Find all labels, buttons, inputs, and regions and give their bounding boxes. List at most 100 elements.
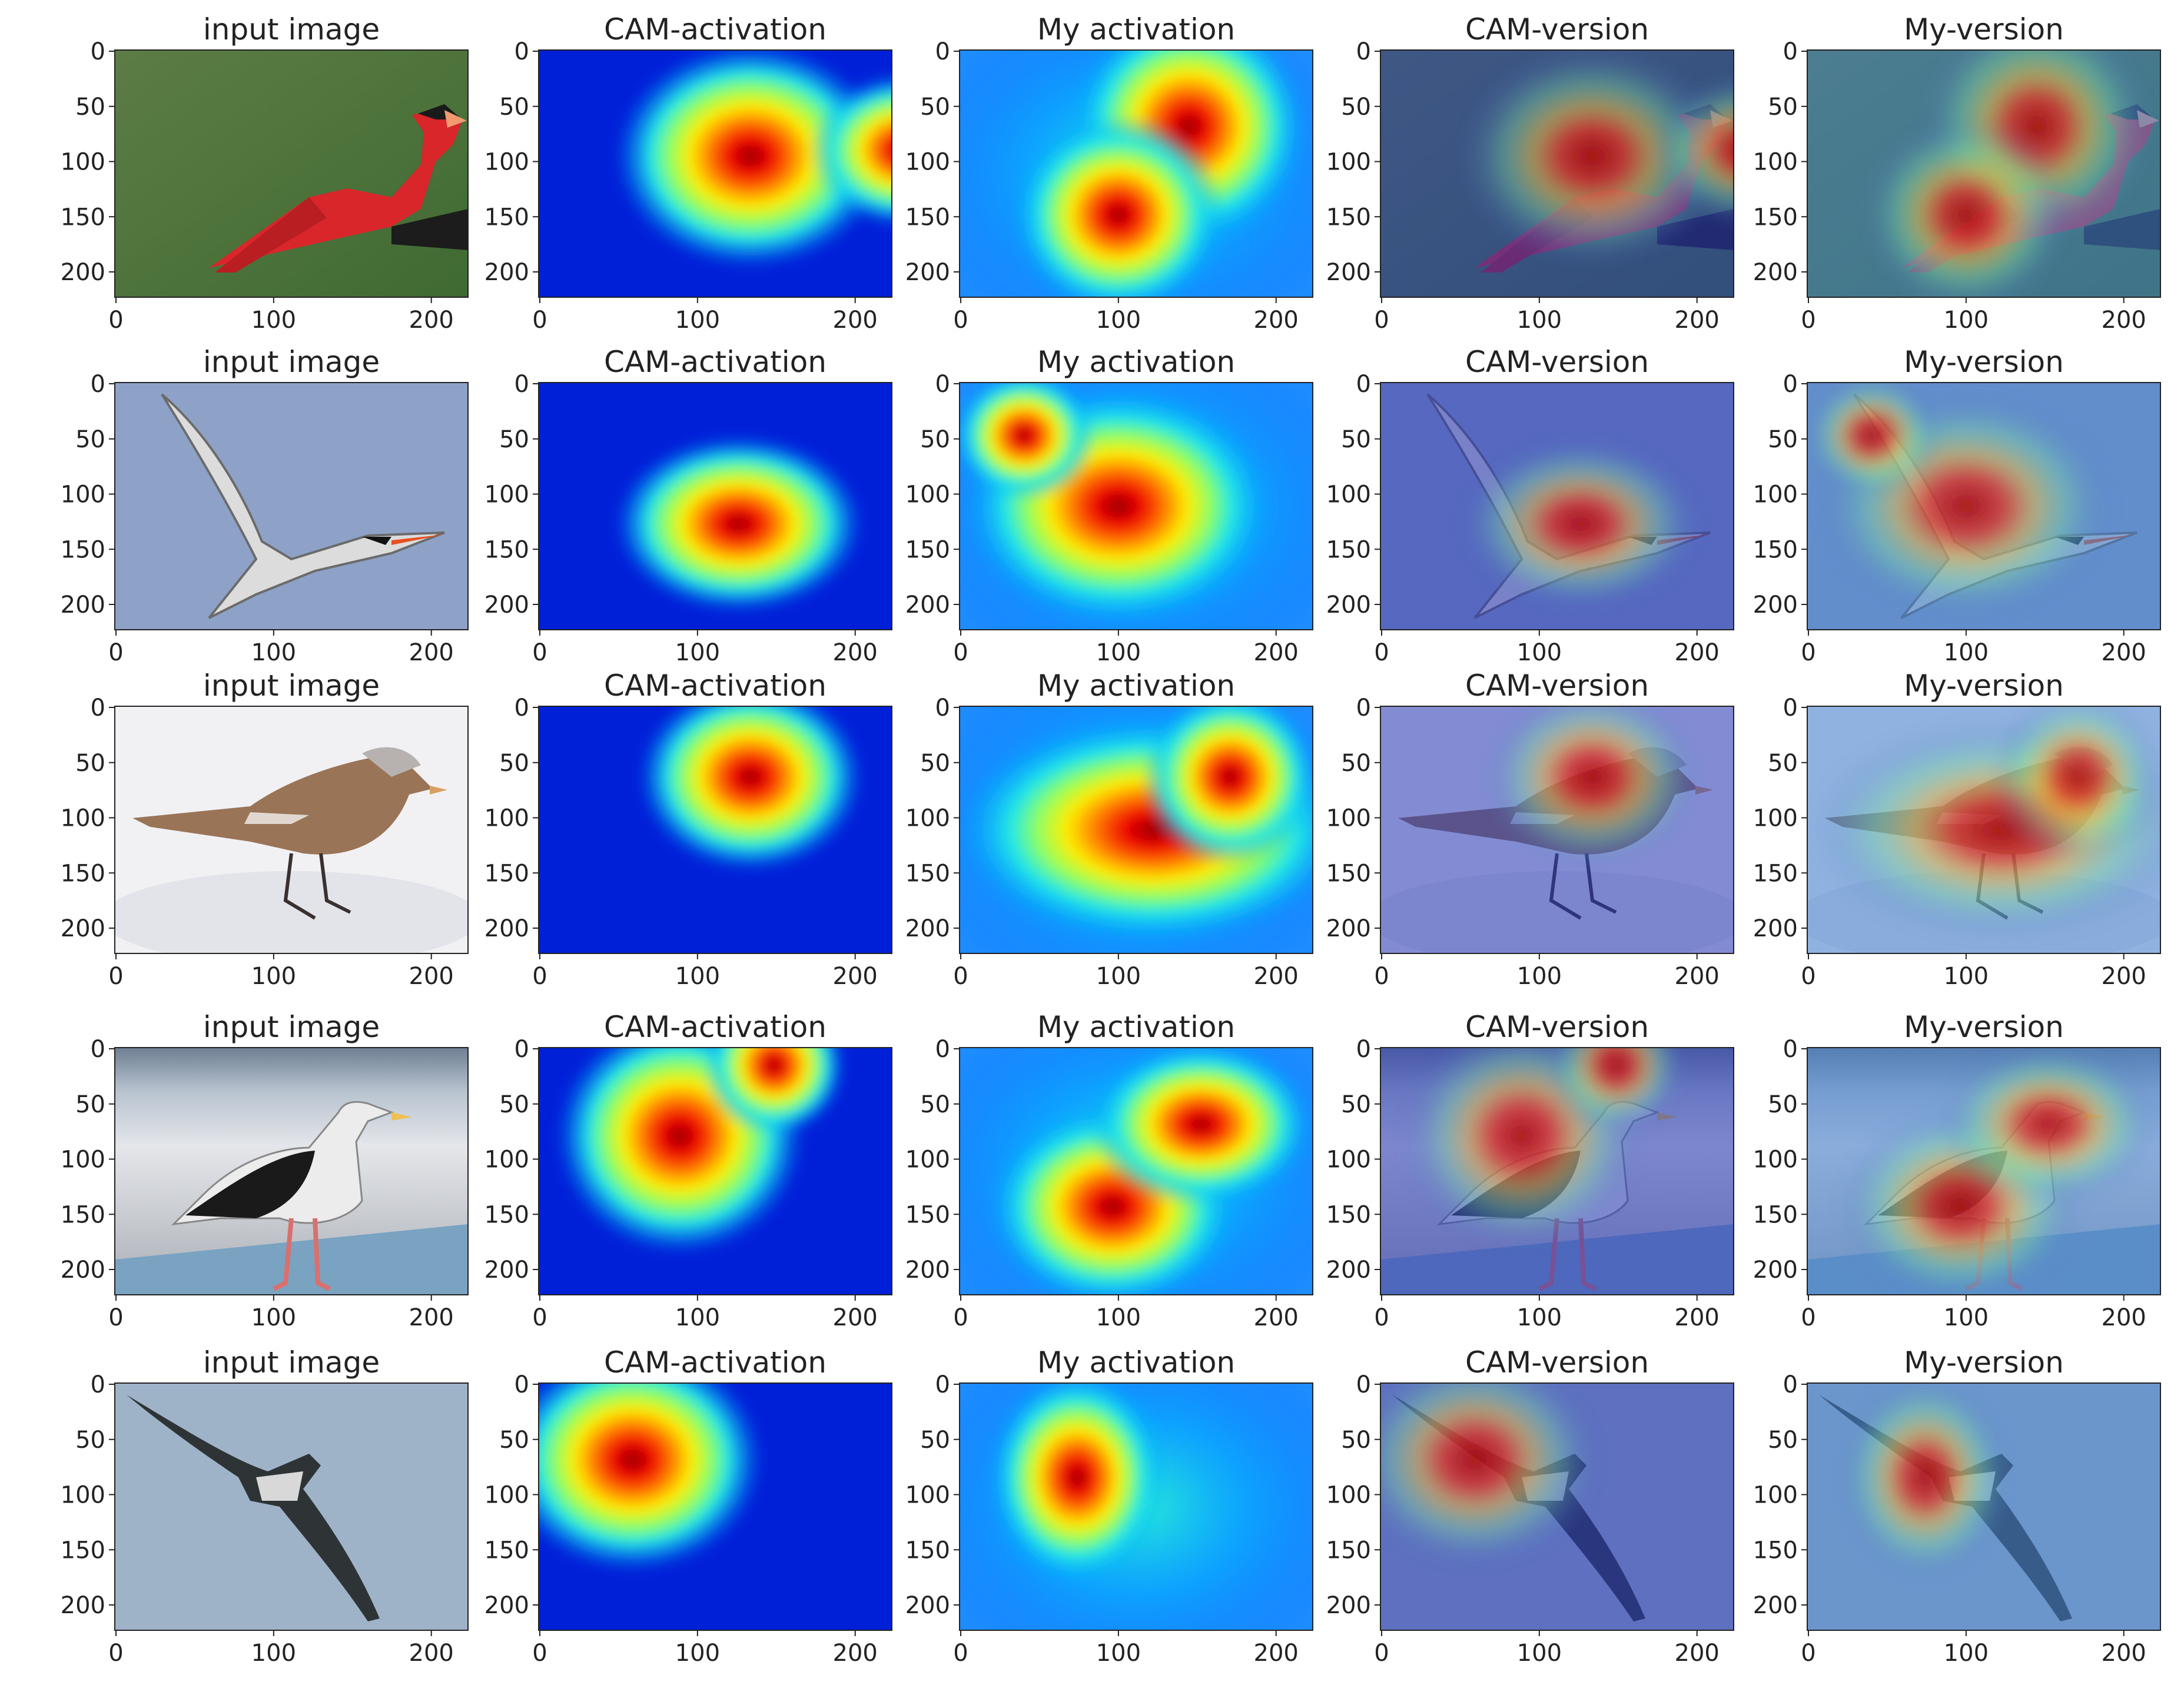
y-tick-label: 0 bbox=[935, 371, 950, 398]
cam-overlay-image bbox=[1380, 1383, 1734, 1630]
y-tick-label: 50 bbox=[1768, 750, 1798, 777]
x-tick-label: 100 bbox=[251, 639, 296, 666]
y-tick-label: 50 bbox=[1768, 1091, 1798, 1118]
x-tick-label: 0 bbox=[532, 963, 547, 990]
x-tick-label: 100 bbox=[1944, 1304, 1989, 1331]
y-tick-label: 100 bbox=[905, 805, 950, 832]
x-tick-label: 0 bbox=[1374, 1304, 1389, 1331]
photo-image bbox=[115, 706, 468, 953]
y-tick-label: 0 bbox=[515, 38, 529, 65]
y-tick-label: 200 bbox=[1326, 915, 1371, 942]
y-tick-label: 0 bbox=[935, 1036, 950, 1063]
x-tick-label: 100 bbox=[251, 1640, 296, 1667]
y-tick-label: 50 bbox=[499, 1427, 529, 1454]
panel-frame bbox=[114, 1382, 469, 1631]
y-tick-label: 50 bbox=[1341, 750, 1371, 777]
y-tick-label: 200 bbox=[61, 1257, 105, 1284]
y-tick-label: 50 bbox=[1341, 1427, 1371, 1454]
x-tick-label: 200 bbox=[1675, 963, 1720, 990]
y-tick-label: 150 bbox=[1326, 536, 1371, 563]
panel-frame bbox=[1807, 49, 2161, 298]
row-gull: input image 0 50 100 150 200 0 100 200 CAM-activa… bbox=[61, 1010, 2161, 1331]
y-tick-label: 150 bbox=[61, 204, 105, 231]
y-tick-label: 0 bbox=[1356, 694, 1371, 722]
photo-image bbox=[115, 1383, 468, 1630]
y-tick-label: 200 bbox=[905, 591, 950, 619]
y-tick-label: 200 bbox=[905, 1257, 950, 1284]
x-tick-label: 100 bbox=[675, 963, 720, 990]
x-tick-label: 100 bbox=[1517, 963, 1562, 990]
x-tick-label: 200 bbox=[1254, 307, 1299, 334]
y-tick-label: 200 bbox=[905, 1592, 950, 1619]
panel-title: input image bbox=[203, 345, 380, 379]
x-tick-label: 200 bbox=[1254, 639, 1299, 666]
y-tick-label: 100 bbox=[1753, 149, 1798, 176]
y-tick-label: 0 bbox=[515, 371, 529, 398]
x-tick-label: 100 bbox=[1096, 1640, 1141, 1667]
x-tick-label: 100 bbox=[251, 1304, 296, 1331]
x-tick-label: 200 bbox=[409, 1640, 454, 1667]
x-tick-label: 200 bbox=[2102, 1304, 2146, 1331]
panel-title: My-version bbox=[1904, 669, 2064, 703]
y-tick-label: 0 bbox=[91, 38, 105, 65]
x-tick-label: 200 bbox=[833, 963, 878, 990]
x-tick-label: 0 bbox=[532, 1640, 547, 1667]
x-tick-label: 200 bbox=[2102, 307, 2146, 334]
y-tick-label: 0 bbox=[935, 694, 950, 722]
y-tick-label: 100 bbox=[61, 1146, 105, 1174]
cam-overlay-image bbox=[1380, 383, 1734, 630]
panel-title: My-version bbox=[1904, 1010, 2064, 1044]
panel-title: CAM-activation bbox=[604, 1010, 827, 1044]
y-tick-label: 150 bbox=[61, 1537, 105, 1564]
y-tick-label: 100 bbox=[1326, 805, 1371, 832]
y-tick-label: 150 bbox=[61, 860, 105, 887]
y-tick-label: 200 bbox=[1753, 259, 1798, 286]
cam-overlay-image bbox=[1380, 706, 1734, 953]
y-tick-label: 100 bbox=[61, 1482, 105, 1509]
x-tick-label: 200 bbox=[1254, 1304, 1299, 1331]
x-tick-label: 200 bbox=[833, 1304, 878, 1331]
panel-frame bbox=[538, 1047, 892, 1295]
y-tick-label: 100 bbox=[905, 481, 950, 509]
x-tick-label: 0 bbox=[1801, 639, 1815, 666]
y-tick-label: 50 bbox=[920, 750, 950, 777]
y-tick-label: 50 bbox=[75, 750, 105, 777]
panel-title: CAM-version bbox=[1465, 1010, 1649, 1044]
y-tick-label: 200 bbox=[484, 259, 529, 286]
y-tick-label: 50 bbox=[75, 1427, 105, 1454]
y-tick-label: 0 bbox=[515, 694, 529, 722]
mine-image bbox=[960, 50, 1313, 297]
y-tick-label: 200 bbox=[484, 1257, 529, 1284]
cam-image bbox=[539, 383, 892, 630]
panel-title: input image bbox=[203, 1010, 380, 1044]
y-tick-label: 150 bbox=[1753, 1201, 1798, 1228]
panel-title: My activation bbox=[1037, 345, 1235, 379]
y-tick-label: 200 bbox=[1753, 1592, 1798, 1619]
x-tick-label: 100 bbox=[675, 307, 720, 334]
y-tick-label: 200 bbox=[484, 915, 529, 942]
y-tick-label: 0 bbox=[1356, 1036, 1371, 1063]
y-tick-label: 50 bbox=[1341, 426, 1371, 453]
panel-frame bbox=[959, 706, 1313, 954]
y-tick-label: 50 bbox=[1768, 1427, 1798, 1454]
y-tick-label: 200 bbox=[1753, 1257, 1798, 1284]
y-tick-label: 150 bbox=[1326, 1537, 1371, 1564]
y-tick-label: 50 bbox=[1768, 426, 1798, 453]
panel-title: input image bbox=[203, 12, 380, 46]
y-tick-label: 50 bbox=[499, 94, 529, 121]
x-tick-label: 100 bbox=[1944, 963, 1989, 990]
y-tick-label: 100 bbox=[1753, 1146, 1798, 1174]
panel-frame bbox=[114, 382, 469, 630]
x-tick-label: 200 bbox=[2102, 639, 2146, 666]
x-tick-label: 100 bbox=[1944, 307, 1989, 334]
y-tick-label: 200 bbox=[905, 915, 950, 942]
panel-title: My activation bbox=[1037, 669, 1235, 703]
